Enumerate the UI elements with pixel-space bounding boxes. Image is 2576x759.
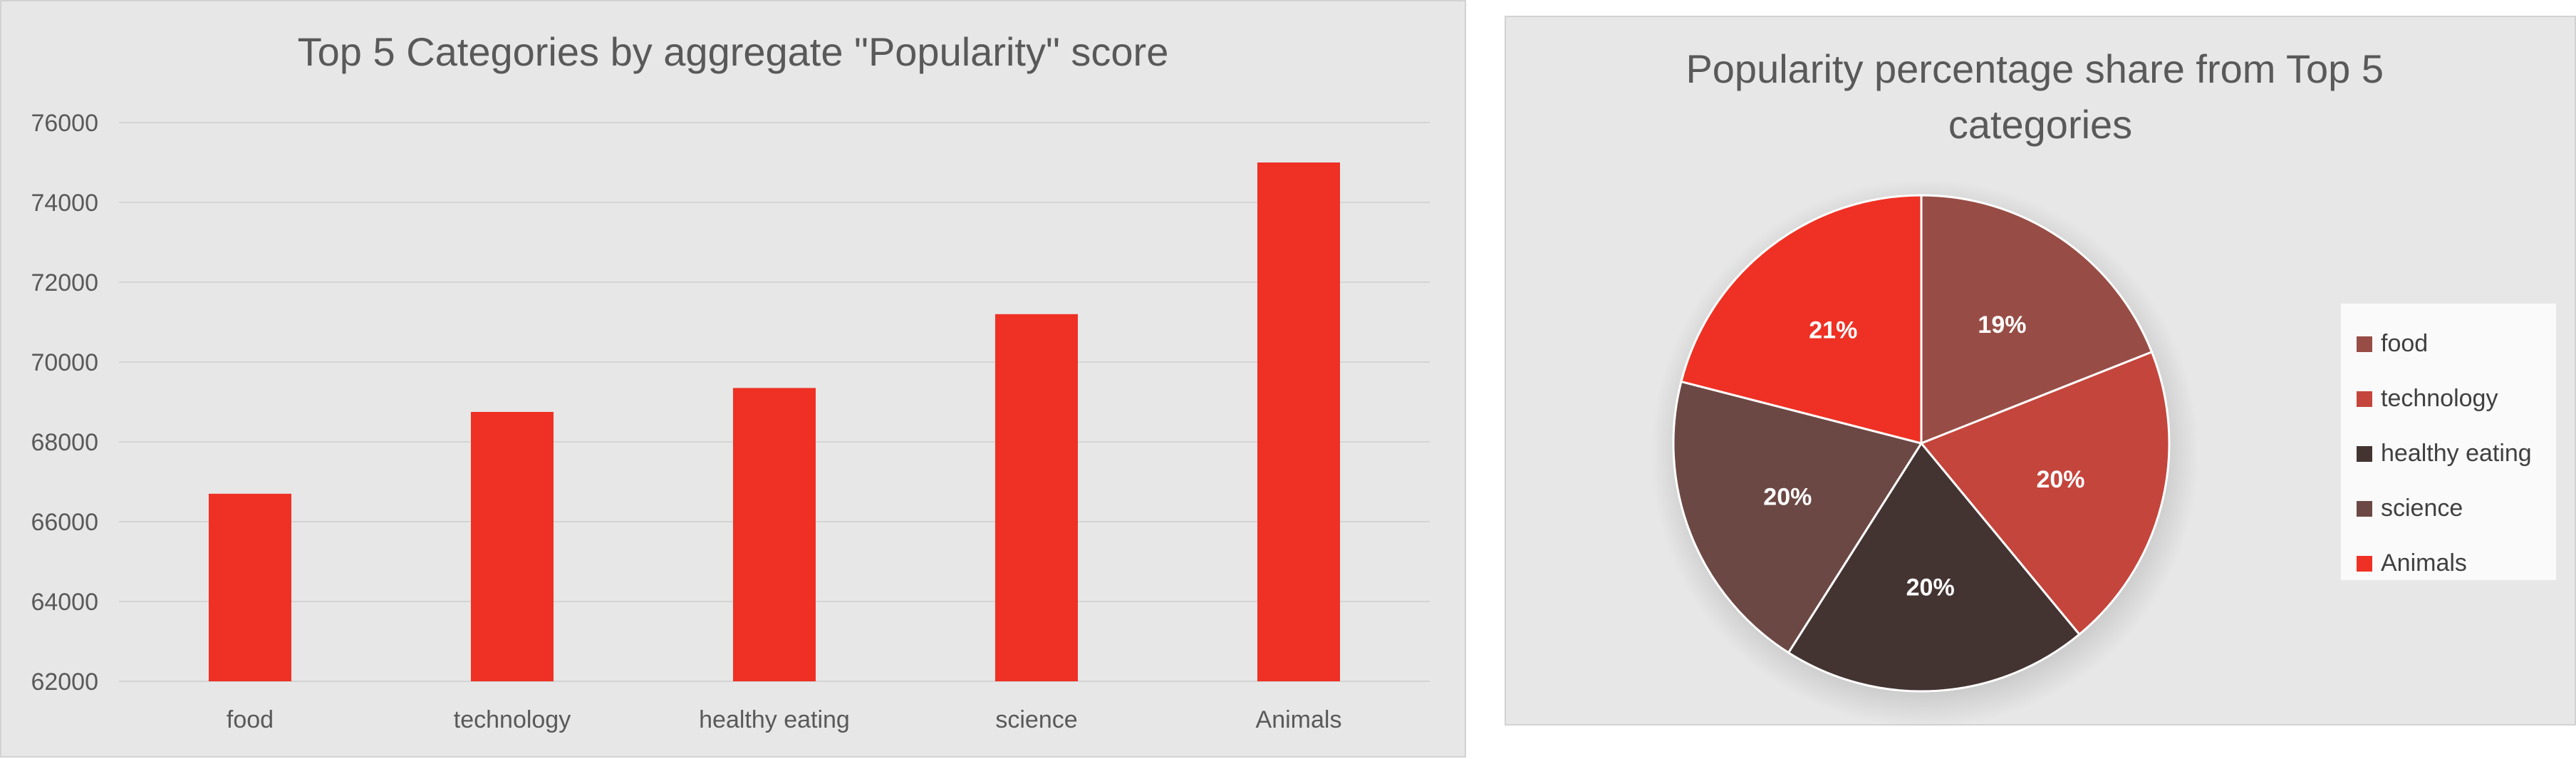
pie-data-label: 21% xyxy=(1809,317,1857,344)
x-category-label: science xyxy=(995,706,1077,733)
legend-label: science xyxy=(2381,495,2463,522)
legend-item: technology xyxy=(2357,371,2556,426)
pie-slice-food xyxy=(1920,194,2154,445)
x-category-label: healthy eating xyxy=(699,706,850,733)
legend-item: science xyxy=(2357,481,2556,536)
pie-data-label: 19% xyxy=(1978,311,2026,339)
pie-data-label: 20% xyxy=(1763,483,1812,510)
bar-technology xyxy=(471,412,554,681)
legend-label: healthy eating xyxy=(2381,440,2532,467)
legend-item: food xyxy=(2357,316,2556,371)
x-category-label: Animals xyxy=(1256,706,1342,733)
legend-label: food xyxy=(2381,330,2429,357)
bar-series xyxy=(209,162,1340,681)
y-tick-label: 62000 xyxy=(31,668,98,696)
y-tick-label: 68000 xyxy=(31,429,98,456)
bar-healthy-eating xyxy=(733,388,816,681)
bar-chart: Top 5 Categories by aggregate "Popularit… xyxy=(31,29,1430,733)
bar-chart-title: Top 5 Categories by aggregate "Popularit… xyxy=(298,29,1169,74)
pie-slice-animals xyxy=(1680,194,1923,445)
bar-x-axis: food technology healthy eating science Anima… xyxy=(227,706,1342,733)
legend-label: Animals xyxy=(2381,549,2467,577)
bar-science xyxy=(995,314,1078,681)
pie-data-label: 20% xyxy=(2036,466,2084,493)
pie-slice-healthy-eating xyxy=(1787,441,2081,693)
legend-swatch xyxy=(2357,445,2372,462)
pie-slice-science xyxy=(1672,380,1923,654)
legend-label: technology xyxy=(2381,385,2498,412)
y-tick-label: 66000 xyxy=(31,509,98,536)
x-category-label: technology xyxy=(454,706,571,733)
bar-food xyxy=(209,493,291,681)
x-category-label: food xyxy=(227,706,274,733)
pie-data-labels: 19% 20% 20% 20% 21% xyxy=(1763,311,2084,601)
y-tick-label: 70000 xyxy=(31,349,98,376)
pie-series xyxy=(1672,194,2171,693)
pie-data-label: 20% xyxy=(1906,574,1955,601)
y-tick-label: 64000 xyxy=(31,589,98,616)
y-tick-label: 72000 xyxy=(31,269,98,296)
legend-item: Animals xyxy=(2357,536,2556,591)
pie-legend: food technology healthy eating science Anima… xyxy=(2341,304,2556,580)
legend-swatch xyxy=(2357,500,2372,517)
pie-chart-panel: Popularity percentage share from Top 5 c… xyxy=(1505,16,2576,728)
legend-swatch xyxy=(2357,336,2372,352)
legend-swatch xyxy=(2357,391,2372,407)
legend-swatch xyxy=(2357,555,2372,572)
pie-chart-title: Popularity percentage share from Top 5 c… xyxy=(1686,46,2394,147)
bar-animals xyxy=(1257,162,1340,681)
pie-chart: Popularity percentage share from Top 5 c… xyxy=(1651,46,2394,728)
y-tick-label: 74000 xyxy=(31,190,98,217)
bar-chart-panel: Top 5 Categories by aggregate "Popularit… xyxy=(0,0,1466,758)
legend-item: healthy eating xyxy=(2357,426,2556,481)
bar-y-axis: 62000 64000 66000 68000 70000 72000 74000 76000 xyxy=(31,110,98,696)
pie-slice-technology xyxy=(1919,350,2171,636)
y-tick-label: 76000 xyxy=(31,110,98,137)
